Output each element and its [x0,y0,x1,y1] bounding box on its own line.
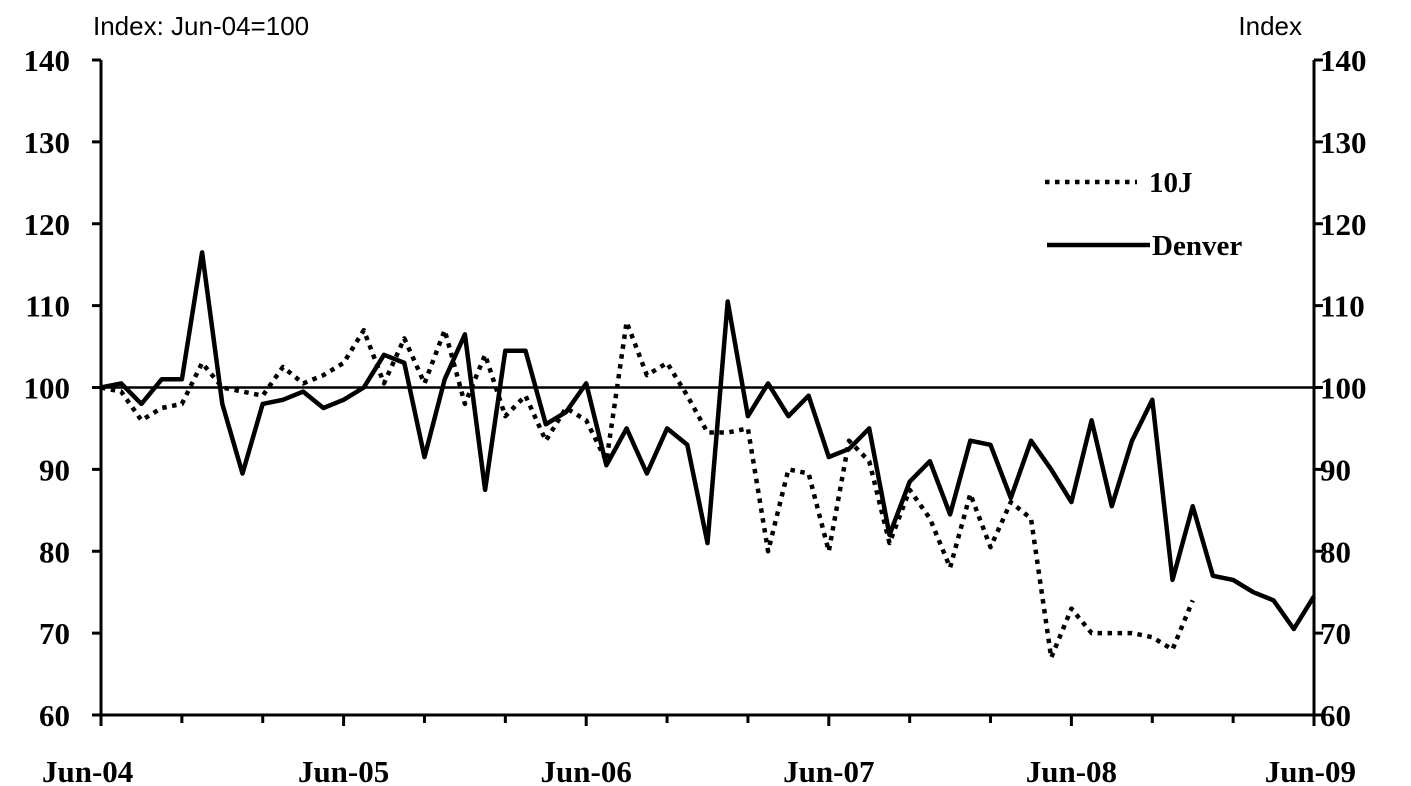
x-tick-label-Jun-06: Jun-06 [541,754,632,786]
right-tick-label-120: 120 [1320,207,1367,242]
left-axis-label: Index: Jun-04=100 [93,11,309,41]
right-tick-label-90: 90 [1320,452,1351,487]
left-tick-label-80: 80 [39,534,70,569]
x-tick-label-Jun-09: Jun-09 [1265,754,1356,786]
right-tick-label-100: 100 [1320,371,1367,406]
legend: 10J Denver [1045,167,1242,262]
x-axis: Jun-04 Jun-05 Jun-06 Jun-07 Jun-08 Jun-09 [42,715,1356,786]
right-tick-label-130: 130 [1320,125,1367,160]
right-axis-label: Index [1238,11,1302,41]
series-group [100,250,1316,660]
right-tick-label-140: 140 [1320,43,1367,78]
left-tick-label-110: 110 [25,289,70,324]
left-tick-label-120: 120 [24,207,71,242]
left-tick-label-90: 90 [39,452,70,487]
x-tick-label-Jun-05: Jun-05 [298,754,389,786]
x-tick-label-Jun-04: Jun-04 [42,754,133,786]
left-tick-label-130: 130 [24,125,71,160]
series-line-denver [100,250,1316,632]
left-tick-label-70: 70 [39,616,70,651]
right-axis: 60 70 80 90 100 110 120 130 140 [1314,43,1367,733]
left-tick-label-100: 100 [24,371,71,406]
legend-label-denver: Denver [1152,230,1242,262]
series-line-10j [100,319,1195,660]
right-tick-label-60: 60 [1320,698,1351,733]
left-tick-label-60: 60 [39,698,70,733]
right-tick-label-70: 70 [1320,616,1351,651]
right-tick-label-80: 80 [1320,534,1351,569]
x-tick-label-Jun-07: Jun-07 [783,754,874,786]
right-tick-label-110: 110 [1320,289,1365,324]
left-tick-label-140: 140 [24,43,71,78]
left-axis: 60 70 80 90 100 110 120 130 140 [24,43,101,733]
x-tick-label-Jun-08: Jun-08 [1026,754,1117,786]
legend-label-10j: 10J [1149,167,1193,199]
